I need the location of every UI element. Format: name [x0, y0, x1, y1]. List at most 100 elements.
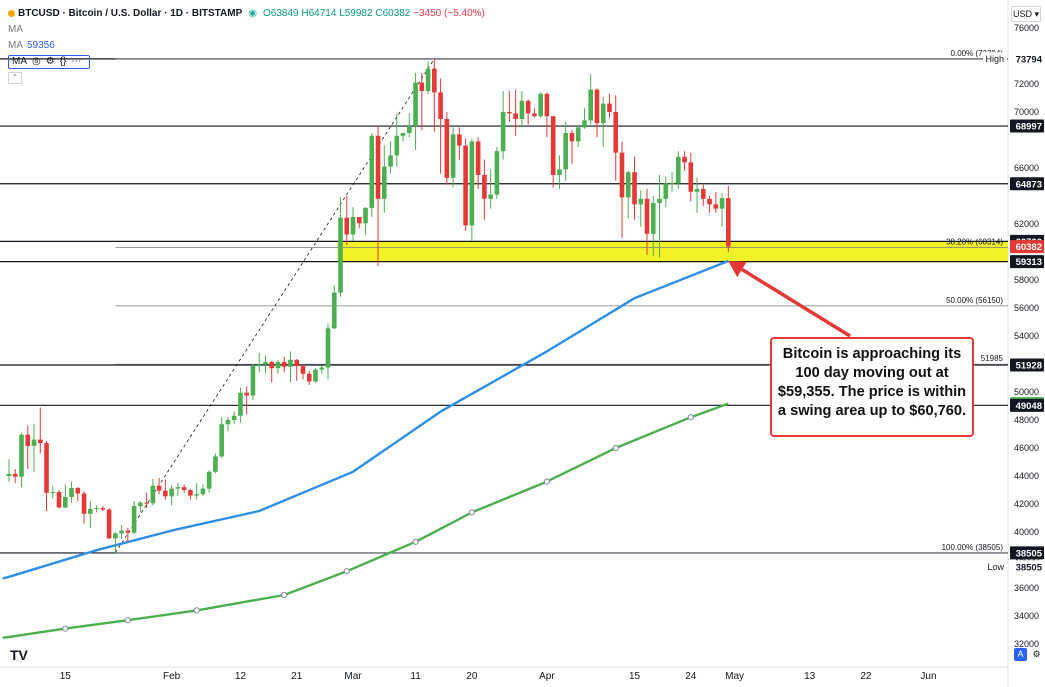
change-value: −3450 (−5.40%): [413, 8, 485, 19]
candle-body-down: [156, 485, 162, 491]
candle-body-down: [281, 361, 287, 367]
candle-body-up: [62, 497, 68, 508]
x-tick-label: 13: [804, 671, 816, 682]
candle-body-down: [163, 490, 168, 497]
x-tick-label: Apr: [539, 671, 555, 682]
candle-body-down: [726, 198, 731, 247]
tradingview-logo-icon: TV: [10, 647, 29, 663]
legend-ma-row-2[interactable]: MA 59356: [8, 38, 485, 54]
candle-body-up: [663, 183, 669, 199]
candle-body-up: [206, 471, 212, 489]
close-value: C60382: [375, 8, 411, 19]
candle-body-down: [244, 392, 249, 396]
legend-indicator-controls: MA ◎ ⚙ {} ⋯: [8, 54, 485, 70]
candle-body-down: [25, 434, 31, 446]
price-axis-label-box: [1010, 398, 1044, 412]
y-tick-label: 32000: [1014, 639, 1039, 649]
candle-body-down: [513, 113, 518, 119]
candle-body-up: [200, 488, 206, 495]
settings-icon[interactable]: ⚙: [45, 56, 55, 67]
price-axis-label-box: [1010, 119, 1044, 133]
candle-body-up: [557, 169, 562, 175]
candle-body-down: [607, 103, 612, 112]
ma-label: MA: [8, 40, 23, 51]
candle-body-up: [538, 93, 543, 117]
candle-body-up: [338, 217, 343, 293]
candle-body-down: [682, 156, 687, 163]
price-axis-label: 68997: [1016, 122, 1042, 133]
ma-200-marker: [412, 538, 419, 545]
chevron-down-icon: ▾: [1034, 9, 1040, 19]
candle-body-up: [150, 485, 156, 504]
y-tick-label: 54000: [1014, 331, 1039, 341]
ma-label: MA: [8, 24, 23, 35]
candle-body-up: [238, 392, 243, 416]
settings-icon[interactable]: ⚙: [1032, 649, 1041, 659]
legend-ma-row-1[interactable]: MA: [8, 22, 485, 38]
price-tag-label: Low: [987, 562, 1004, 572]
price-axis-label-box: [1010, 177, 1044, 191]
candle-body-up: [600, 103, 606, 124]
high-value: H64714: [301, 8, 337, 19]
candle-body-down: [294, 359, 300, 367]
y-tick-label: 72000: [1014, 79, 1039, 89]
y-tick-label: 76000: [1014, 23, 1039, 33]
candle-body-up: [519, 100, 525, 119]
y-tick-label: 46000: [1014, 443, 1039, 453]
fib-level-label: 50.00% (56150): [946, 296, 1003, 305]
candle-body-up: [425, 68, 431, 91]
candle-body-up: [31, 439, 37, 446]
price-axis-label: 64873: [1016, 179, 1042, 190]
candle-body-up: [469, 141, 475, 226]
candle-body-up: [131, 506, 137, 533]
y-tick-label: 66000: [1014, 163, 1039, 173]
price-tag-box: [983, 52, 1007, 66]
candle-body-down: [438, 92, 443, 119]
candle-body-up: [256, 364, 262, 367]
symbol-title: BTCUSD · Bitcoin / U.S. Dollar · 1D · BI…: [18, 8, 243, 19]
candle-body-down: [544, 93, 550, 117]
candle-body-up: [119, 530, 124, 534]
candle-body-up: [500, 112, 506, 152]
candle-body-down: [457, 134, 462, 146]
price-axis-label-box: [1010, 52, 1044, 66]
candle-body-down: [188, 490, 193, 496]
candle-body-up: [650, 203, 656, 234]
swing-area-zone: [337, 241, 1008, 262]
candle-body-up: [400, 133, 406, 136]
currency-selector[interactable]: USD ▾: [1011, 6, 1041, 22]
candle-body-down: [701, 189, 706, 199]
price-axis-label: 38505: [1016, 562, 1043, 573]
x-tick-label: May: [725, 671, 744, 682]
x-tick-label: 11: [410, 671, 421, 682]
candle-body-up: [407, 126, 412, 133]
candle-body-up: [582, 120, 587, 128]
collapse-legend-icon[interactable]: ⌃: [8, 72, 22, 84]
annotation-arrow-head: [728, 261, 747, 278]
price-axis-label: 49048: [1016, 401, 1042, 412]
indicator-controls-box[interactable]: MA ◎ ⚙ {} ⋯: [8, 55, 91, 69]
ma-200-marker: [543, 478, 551, 485]
candle-body-up: [413, 82, 418, 126]
candle-body-down: [269, 361, 275, 369]
x-tick-label: 21: [291, 671, 303, 682]
y-tick-label: 58000: [1014, 275, 1039, 285]
ma-200-line: [2, 402, 729, 639]
more-icon[interactable]: ⋯: [71, 56, 82, 67]
candle-body-up: [288, 359, 293, 367]
x-tick-label: 20: [466, 671, 478, 682]
auto-scale-button[interactable]: A: [1014, 648, 1027, 661]
source-code-icon[interactable]: {}: [59, 56, 67, 67]
legend-ohlc-row: BTCUSD · Bitcoin / U.S. Dollar · 1D · BI…: [8, 6, 485, 22]
eye-icon[interactable]: ◎: [32, 56, 41, 67]
chart-legend: BTCUSD · Bitcoin / U.S. Dollar · 1D · BI…: [8, 6, 485, 86]
candle-body-down: [12, 473, 18, 477]
y-tick-label: 44000: [1014, 471, 1039, 481]
candle-body-down: [100, 508, 106, 510]
candle-body-up: [669, 183, 675, 185]
candle-body-up: [313, 369, 318, 382]
candle-body-up: [175, 487, 181, 489]
candle-body-up: [450, 134, 456, 178]
ma-200-marker: [468, 509, 475, 516]
